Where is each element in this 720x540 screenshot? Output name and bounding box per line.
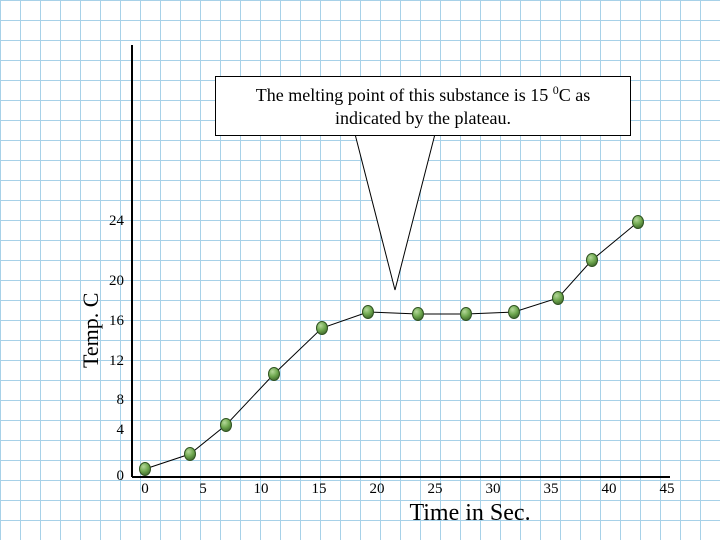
callout-pointer [355, 134, 435, 290]
datapoint-marker [184, 447, 196, 461]
datapoint-marker [362, 305, 374, 319]
datapoint-marker [139, 462, 151, 476]
datapoint-marker [220, 418, 232, 432]
datapoint-marker [586, 253, 598, 267]
datapoint-marker [268, 367, 280, 381]
callout-pointer-g [355, 134, 435, 290]
callout-text-mid: C as [559, 85, 591, 105]
callout-box: The melting point of this substance is 1… [215, 76, 631, 136]
callout-text-prefix: The melting point of this substance is 1… [256, 85, 553, 105]
datapoint-marker [460, 307, 472, 321]
callout-line1: The melting point of this substance is 1… [256, 85, 590, 105]
callout-line2: indicated by the plateau. [335, 108, 511, 128]
datapoint-marker [508, 305, 520, 319]
datapoint-marker [316, 321, 328, 335]
datapoint-marker [552, 291, 564, 305]
datapoint-marker [632, 215, 644, 229]
chart-container: The melting point of this substance is 1… [0, 0, 720, 540]
datapoint-marker [412, 307, 424, 321]
